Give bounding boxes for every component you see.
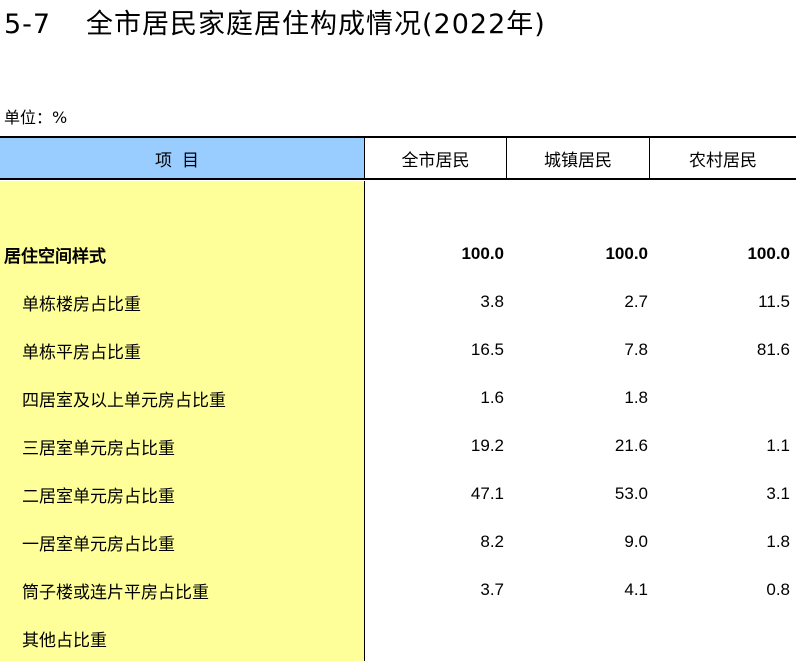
cell-urban: 1.8	[624, 388, 648, 407]
cell-all: 1.6	[480, 388, 504, 407]
row-label: 筒子楼或连片平房占比重	[22, 582, 209, 603]
cell-rural: 81.6	[756, 340, 790, 359]
cell-rural	[650, 374, 790, 422]
cell-rural: 1.1	[766, 436, 790, 455]
cell-rural: 11.5	[758, 292, 790, 311]
table-row: 单栋平房占比重 16.5 7.8 81.6	[0, 326, 796, 374]
cell-rural: 0.8	[766, 580, 790, 599]
cell-urban: 2.7	[624, 292, 648, 311]
cell-urban	[507, 614, 648, 662]
cell-all: 19.2	[470, 436, 504, 455]
row-label: 其他占比重	[22, 630, 107, 651]
table-number: 5-7	[4, 9, 52, 40]
row-label: 单栋平房占比重	[22, 342, 141, 363]
table-row: 三居室单元房占比重 19.2 21.6 1.1	[0, 422, 796, 470]
row-label: 一居室单元房占比重	[22, 534, 175, 555]
cell-all: 47.1	[470, 484, 504, 503]
row-label: 四居室及以上单元房占比重	[22, 390, 226, 411]
cell-urban: 21.6	[614, 436, 648, 455]
row-label: 居住空间样式	[4, 246, 106, 267]
row-label: 二居室单元房占比重	[22, 486, 175, 507]
table-row: 二居室单元房占比重 47.1 53.0 3.1	[0, 470, 796, 518]
cell-all: 3.8	[480, 292, 504, 311]
unit-label: 单位：%	[4, 108, 68, 127]
cell-urban: 53.0	[614, 484, 648, 503]
cell-all: 16.5	[470, 340, 504, 359]
header-item: 项目	[0, 138, 365, 178]
row-label: 三居室单元房占比重	[22, 438, 175, 459]
table-row: 单栋楼房占比重 3.8 2.7 11.5	[0, 278, 796, 326]
row-label: 单栋楼房占比重	[22, 294, 141, 315]
table-row: 四居室及以上单元房占比重 1.6 1.8	[0, 374, 796, 422]
data-table: 项目 全市居民 城镇居民 农村居民 居住空间样式 100.0 100.0 100…	[0, 136, 796, 661]
table-header: 项目 全市居民 城镇居民 农村居民	[0, 136, 796, 180]
table-row: 居住空间样式 100.0 100.0 100.0	[0, 230, 796, 278]
cell-rural: 3.1	[766, 484, 790, 503]
cell-rural: 100.0	[747, 244, 790, 263]
cell-all: 3.7	[480, 580, 504, 599]
header-all-residents: 全市居民	[365, 138, 507, 178]
cell-rural: 1.8	[766, 532, 790, 551]
cell-urban: 4.1	[624, 580, 648, 599]
cell-urban: 7.8	[624, 340, 648, 359]
table-row: 其他占比重	[0, 614, 796, 662]
cell-urban: 9.0	[624, 532, 648, 551]
cell-all	[365, 614, 504, 662]
header-rural-residents: 农村居民	[689, 150, 757, 171]
cell-all: 100.0	[461, 244, 504, 263]
table-title: 全市居民家庭居住构成情况(2022年)	[86, 9, 546, 40]
cell-rural	[650, 614, 790, 662]
table-row: 筒子楼或连片平房占比重 3.7 4.1 0.8	[0, 566, 796, 614]
page-title: 5-7 全市居民家庭居住构成情况(2022年)	[4, 2, 546, 41]
item-column-background	[0, 181, 365, 661]
header-urban-residents: 城镇居民	[507, 138, 650, 178]
cell-all: 8.2	[480, 532, 504, 551]
table-row: 一居室单元房占比重 8.2 9.0 1.8	[0, 518, 796, 566]
cell-urban: 100.0	[605, 244, 648, 263]
